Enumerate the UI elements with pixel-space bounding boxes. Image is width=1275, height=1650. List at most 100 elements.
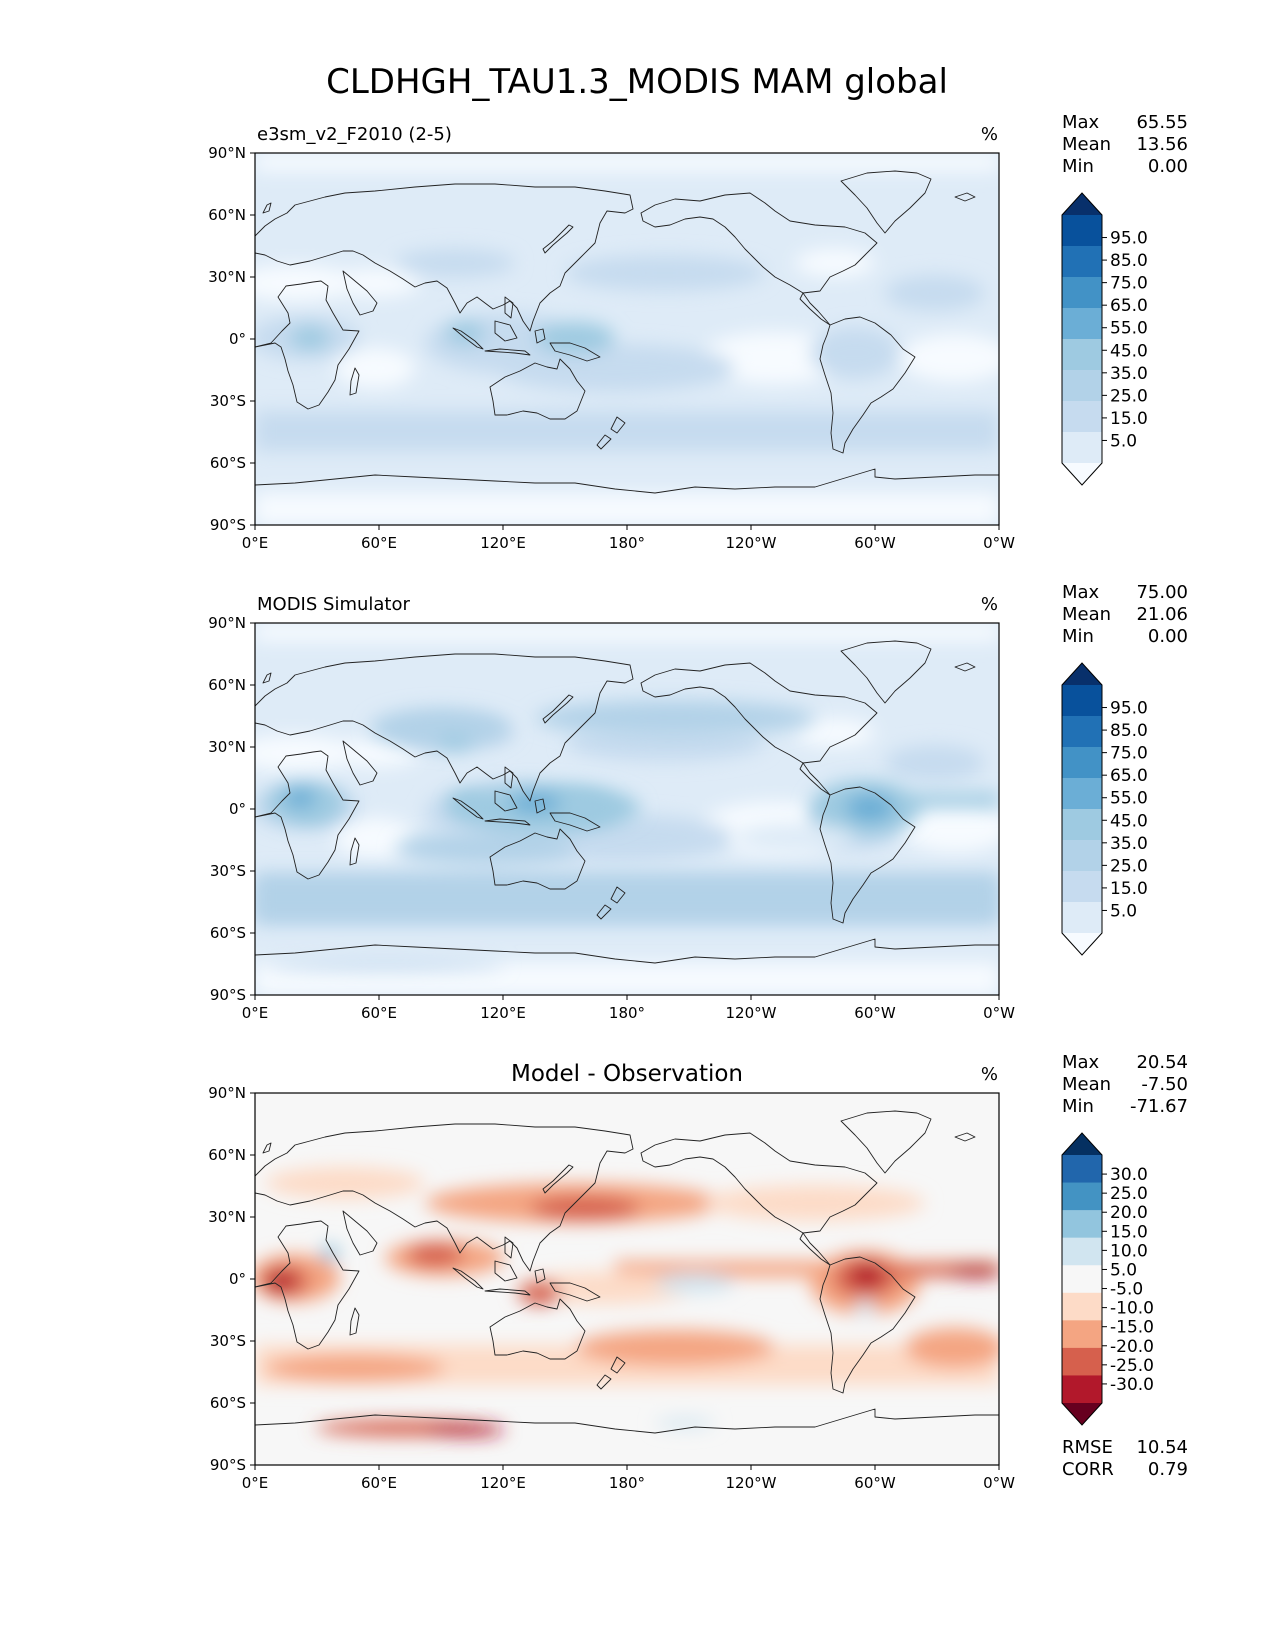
lat-tick-label: 0° [229,800,246,818]
panel-units: % [981,1064,998,1085]
colorbar-box [1062,809,1102,841]
colorbar-tick-label: 95.0 [1110,699,1148,719]
lon-tick-label: 60°E [361,534,397,552]
colorbar-tick-label: 20.0 [1110,1203,1148,1223]
colorbar-box [1062,1210,1102,1239]
lon-tick-label: 0°E [242,1474,269,1492]
colorbar-tick-label: -10.0 [1110,1299,1154,1319]
lat-tick-label: 30°S [210,392,246,410]
colorbar-outline [1061,1132,1103,1426]
lon-tick-label: 120°E [480,1004,526,1022]
colorbar-tick-label: 65.0 [1110,296,1148,316]
lat-tick-label: 60°S [210,454,246,472]
lat-tick-label: 60°N [208,206,246,224]
colorbar-extend-max [1062,663,1102,685]
colorbar-box [1062,747,1102,779]
colorbar-box [1062,215,1102,247]
colorbar-box [1062,339,1102,371]
colorbar-outline [1061,192,1103,486]
stat-label: Max [1062,1052,1100,1073]
lon-tick-label: 120°W [726,534,777,552]
lat-tick-label: 30°S [210,1332,246,1350]
colorbar-box [1062,246,1102,278]
colorbar-box [1062,1155,1102,1184]
lat-tick-label: 90°N [208,614,246,632]
lat-tick-label: 30°N [208,1208,246,1226]
colorbar-tick-label: -5.0 [1110,1280,1143,1300]
stat-value: -7.50 [1141,1074,1188,1095]
lon-tick-label: 0°W [983,1004,1015,1022]
lat-tick-label: 90°S [210,1456,246,1474]
stat-label: Max [1062,112,1100,133]
colorbar-tick-label: 75.0 [1110,744,1148,764]
colorbar-extend-min [1062,933,1102,955]
colorbar-tick-label: 25.0 [1110,856,1148,876]
panel-test: 90°N 60°N 30°N 0° 30°S 60°S 90°S0°E 60°E 120°E 18… [208,112,1188,552]
panel-units: % [981,594,998,615]
colorbar-tick-label: 5.0 [1110,431,1137,451]
lon-tick-label: 120°E [480,534,526,552]
stat-value: 20.54 [1136,1052,1188,1073]
lon-tick-label: 120°W [726,1004,777,1022]
colorbar-box [1062,685,1102,717]
stat-label: Mean [1062,604,1111,625]
lon-tick-label: 60°E [361,1004,397,1022]
lat-tick-label: 60°N [208,1146,246,1164]
panel-title-center: Model - Observation [511,1061,743,1087]
colorbar-tick-label: 25.0 [1110,386,1148,406]
stat-value: 13.56 [1136,134,1188,155]
colorbar-tick-label: 5.0 [1110,1260,1137,1280]
lat-tick-label: 30°N [208,268,246,286]
colorbar-tick-label: 15.0 [1110,409,1148,429]
lon-tick-label: 180° [609,534,645,552]
colorbar: 30.025.020.015.010.05.0-5.0-10.0-15.0-20… [1061,1132,1154,1426]
figure-title: CLDHGH_TAU1.3_MODIS MAM global [326,62,948,102]
colorbar-extend-max [1062,193,1102,215]
panel-test-map [255,153,999,525]
colorbar-tick-label: -15.0 [1110,1318,1154,1338]
panel-difference: 90°N 60°N 30°N 0° 30°S 60°S 90°S0°E 60°E 120°E 18… [208,1052,1188,1492]
colorbar-tick-label: 10.0 [1110,1241,1148,1261]
colorbar-extend-max [1062,1133,1102,1155]
stat-label: Max [1062,582,1100,603]
rmse-label: RMSE [1062,1437,1113,1458]
lat-tick-label: 90°N [208,1084,246,1102]
colorbar-box [1062,401,1102,433]
colorbar: 95.085.0 75.065.0 55.045.0 35.025.0 15.05.0 [1061,192,1148,486]
lon-tick-label: 0°W [983,534,1015,552]
colorbar-box [1062,716,1102,748]
colorbar-box [1062,871,1102,903]
stat-label: Min [1062,156,1094,177]
lon-tick-label: 180° [609,1474,645,1492]
colorbar-tick-label: 45.0 [1110,341,1148,361]
stat-label: Mean [1062,134,1111,155]
colorbar-tick-label: 75.0 [1110,274,1148,294]
colorbar-tick-label: 30.0 [1110,1165,1148,1185]
panel-units: % [981,124,998,145]
colorbar-tick-label: 5.0 [1110,901,1137,921]
stat-value: 75.00 [1136,582,1188,603]
colorbar-box [1062,308,1102,340]
colorbar-tick-label: 55.0 [1110,789,1148,809]
stat-label: Min [1062,1096,1094,1117]
panel-title-left: e3sm_v2_F2010 (2-5) [257,124,452,145]
lon-tick-label: 0°E [242,1004,269,1022]
colorbar-tick-label: 35.0 [1110,364,1148,384]
stat-value: 0.00 [1148,156,1188,177]
colorbar-box [1062,1265,1102,1294]
corr-label: CORR [1062,1459,1114,1480]
panel-difference-map [255,1093,999,1465]
lon-tick-label: 60°W [854,1004,896,1022]
colorbar-tick-label: 85.0 [1110,721,1148,741]
lat-tick-label: 90°S [210,516,246,534]
lat-tick-label: 90°N [208,144,246,162]
colorbar-tick-label: 55.0 [1110,319,1148,339]
colorbar-tick-label: -30.0 [1110,1375,1154,1395]
panel-title-left: MODIS Simulator [257,594,410,615]
colorbar-extend-min [1062,1403,1102,1425]
colorbar-outline [1061,662,1103,956]
panel-reference: 90°N 60°N 30°N 0° 30°S 60°S 90°S0°E 60°E 120°E 18… [208,582,1188,1022]
colorbar-box [1062,277,1102,309]
rmse-value: 10.54 [1136,1437,1188,1458]
